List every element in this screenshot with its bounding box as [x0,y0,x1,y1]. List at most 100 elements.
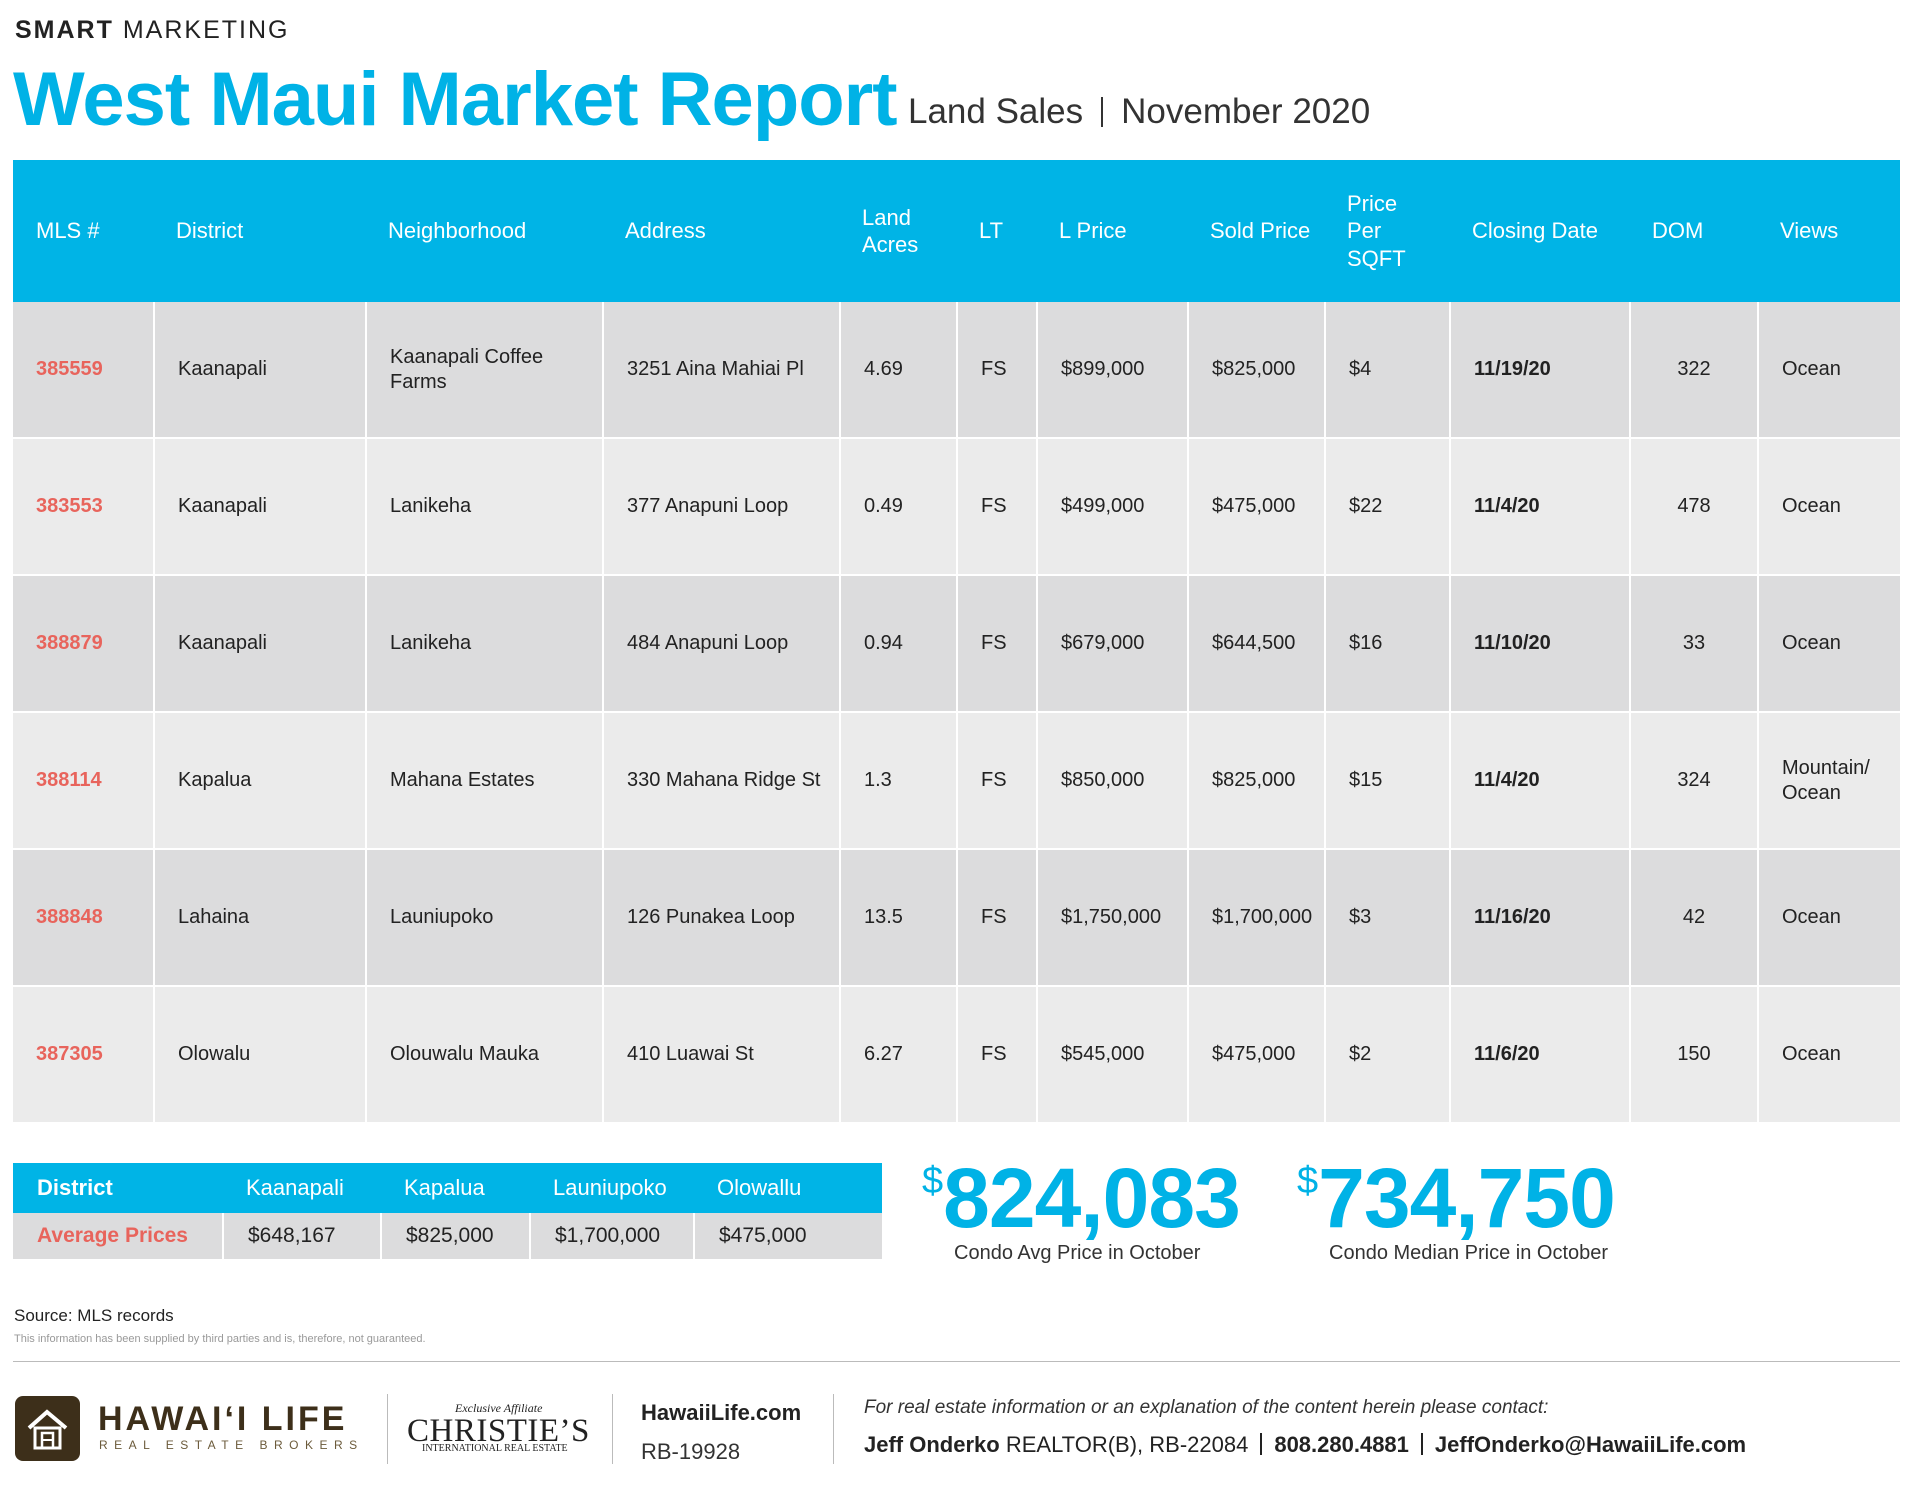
table-cell: 11/19/20 [1449,302,1629,439]
cell-text: Kaanapali [178,495,267,517]
cell-text: FS [981,358,1007,380]
subtitle: Land Sales November 2020 [908,92,1370,132]
divider [13,1361,1900,1362]
table-cell: $899,000 [1036,302,1187,439]
table-cell: Mountain/ Ocean [1757,713,1900,850]
cell-text: Ocean [1782,632,1841,654]
table-cell: 387305 [13,987,153,1124]
cell-text: 0.94 [864,632,903,654]
table-cell: 324 [1629,713,1757,850]
header-label: MLS # [36,218,100,244]
table-cell: 330 Mahana Ridge St [602,713,839,850]
contact-intro: For real estate information or an explan… [864,1397,1549,1418]
kicker-text: MARKETING [122,16,290,44]
cell-text: FS [981,495,1007,517]
cell-text: 42 [1682,906,1706,928]
summary-label: Average Prices [37,1224,188,1247]
table-cell: 484 Anapuni Loop [602,576,839,713]
table-cell: 385559 [13,302,153,439]
divider [833,1394,834,1464]
header-label: LT [979,218,1004,244]
cell-text: Lanikeha [390,495,472,517]
table-cell: 13.5 [839,850,956,987]
table-cell: 11/4/20 [1449,713,1629,850]
website[interactable]: HawaiiLife.com [641,1400,802,1425]
summary-value: $475,000 [693,1213,882,1259]
cell-text: 4.69 [864,358,903,380]
table-cell: 478 [1629,439,1757,576]
table-cell: 388114 [13,713,153,850]
cell-text: Kapalua [178,769,252,791]
cell-text: 385559 [36,358,103,380]
divider [612,1394,613,1464]
header-cell: Neighborhood [365,160,602,302]
cell-text: Kaanapali [178,358,267,380]
table-cell: $679,000 [1036,576,1187,713]
cell-text: FS [981,632,1007,654]
cell-text: 126 Punakea Loop [627,906,795,928]
cell-text: Kaanapali Coffee Farms [390,345,544,393]
header-label: District [176,218,244,244]
table-cell: Olowalu [153,987,365,1124]
cell-text: 0.49 [864,495,903,517]
brand-logo [15,1396,80,1461]
header-cell: L Price [1036,160,1187,302]
table-row: 388848 Lahaina Launiupoko 126 Punakea Loop 1… [13,850,1900,987]
header-label: Neighborhood [388,218,527,244]
table-cell: 1.3 [839,713,956,850]
cell-text: 322 [1677,358,1711,380]
subtitle-part: November 2020 [1121,92,1371,131]
email[interactable]: JeffOnderko@HawaiiLife.com [1434,1432,1747,1457]
cell-text: 484 Anapuni Loop [627,632,789,654]
agent-name: Jeff Onderko [864,1432,1000,1457]
table-cell: $499,000 [1036,439,1187,576]
cell-text: 13.5 [864,906,903,928]
table-row: 383553 Kaanapali Lanikeha 377 Anapuni Loop 0… [13,439,1900,576]
table-cell: 11/10/20 [1449,576,1629,713]
cell-text: 478 [1677,495,1711,517]
cell-text: 324 [1677,769,1711,791]
table-cell: $16 [1324,576,1449,713]
cell-text: Olouwalu Mauka [390,1043,539,1065]
header-label: L Price [1059,218,1127,244]
stat-value: 734,750 [1318,1151,1616,1245]
cell-text: Mahana Estates [390,769,535,791]
header-cell: LT [956,160,1036,302]
summary-value: $825,000 [380,1213,529,1259]
phone[interactable]: 808.280.4881 [1274,1432,1409,1457]
header-cell: Address [602,160,839,302]
cell-text: $499,000 [1061,495,1145,517]
separator [1260,1433,1263,1455]
header-cell: MLS # [13,160,153,302]
cell-text: 3251 Aina Mahiai Pl [627,358,804,380]
summary-value: $1,700,000 [529,1213,693,1259]
cell-text: $3 [1349,906,1372,928]
cell-text: $475,000 [1212,1043,1296,1065]
table-cell: 6.27 [839,987,956,1124]
table-cell: 322 [1629,302,1757,439]
table-cell: 126 Punakea Loop [602,850,839,987]
cell-text: 1.3 [864,769,892,791]
header-label: Price Per SQFT [1347,190,1406,271]
cell-text: $899,000 [1061,358,1145,380]
cell-text: $475,000 [1212,495,1296,517]
summary-header-cell: District [37,1175,113,1200]
cell-text: $22 [1349,495,1383,517]
table-cell: 410 Luawai St [602,987,839,1124]
header-cell: District [153,160,365,302]
cell-text: $679,000 [1061,632,1145,654]
table-cell: FS [956,713,1036,850]
stat-label: Condo Median Price in October [1329,1242,1609,1264]
table-cell: 4.69 [839,302,956,439]
cell-text: $644,500 [1212,632,1296,654]
cell-text: Ocean [1782,1043,1841,1065]
table-cell: Kaanapali [153,576,365,713]
header-label: Sold Price [1210,218,1311,244]
kicker: SMART MARKETING [15,16,289,45]
header-cell: Sold Price [1187,160,1324,302]
table-cell: $1,750,000 [1036,850,1187,987]
stat-label: Condo Avg Price in October [954,1242,1201,1264]
table-cell: Ocean [1757,439,1900,576]
header-label: Closing Date [1472,218,1598,244]
